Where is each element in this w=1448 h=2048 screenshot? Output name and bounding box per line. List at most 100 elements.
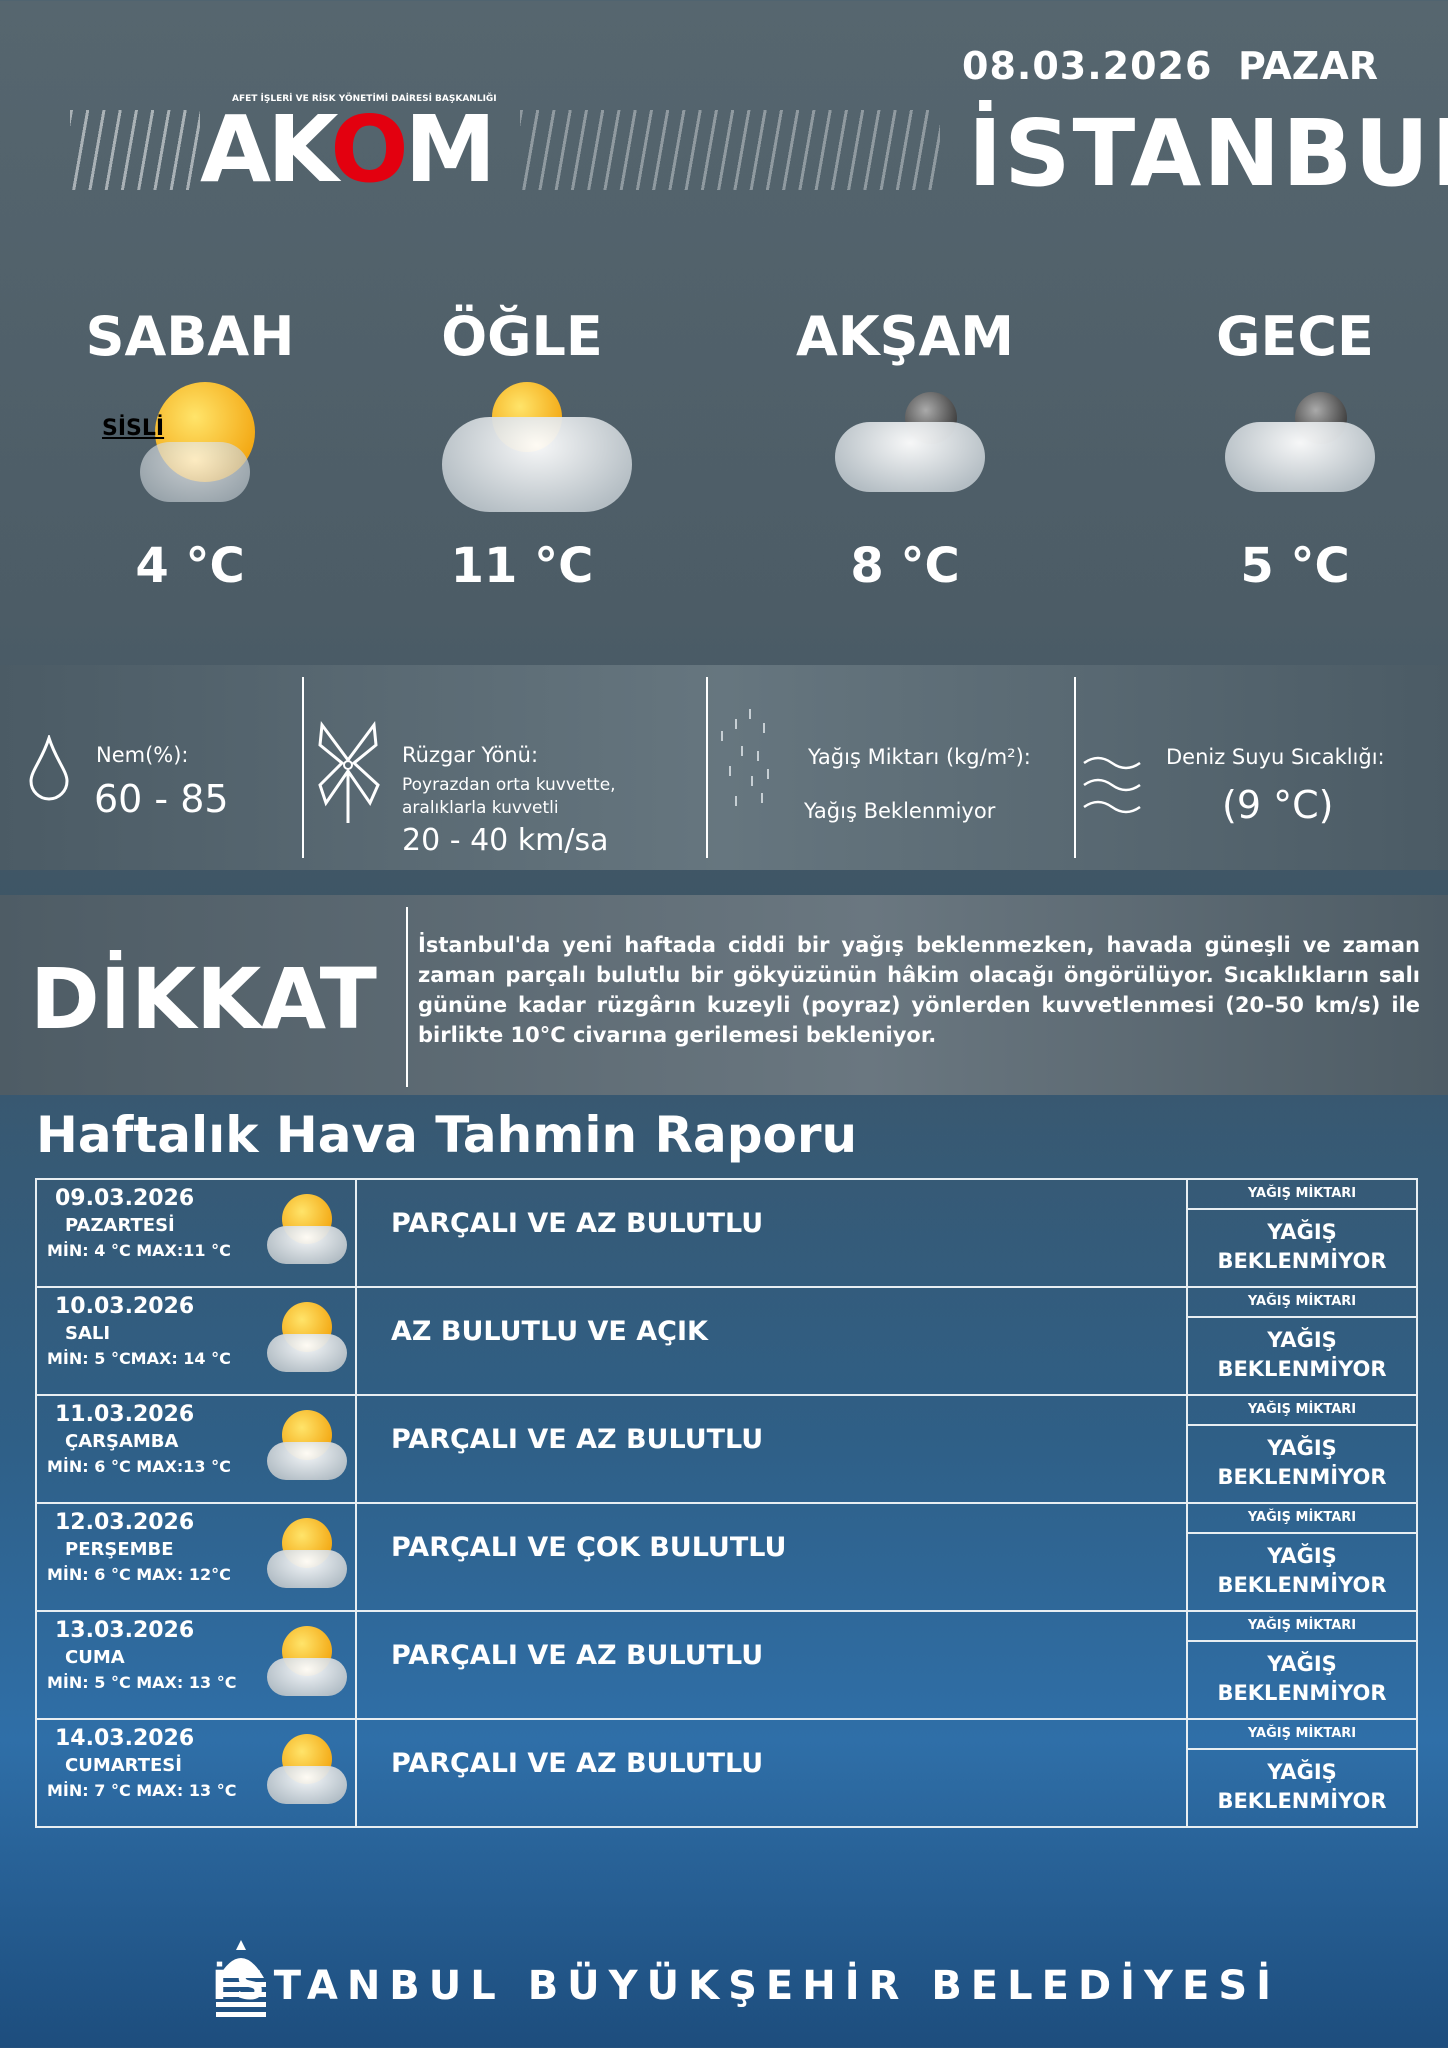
sun-cloud-icon — [262, 1194, 352, 1274]
humidity-label: Nem(%): — [96, 743, 189, 767]
wind-desc: aralıklarla kuvvetli — [402, 798, 559, 818]
sun-cloud-icon — [262, 1302, 352, 1382]
sea-waves-icon — [1083, 756, 1141, 814]
warning-panel — [0, 895, 1448, 1095]
forecast-date: 14.03.2026 — [55, 1726, 195, 1751]
forecast-date: 11.03.2026 — [55, 1402, 195, 1427]
rain-value-line: YAĞIŞ — [1267, 1220, 1337, 1244]
forecast-minmax: MİN: 6 °C MAX: 12°C — [47, 1565, 231, 1584]
forecast-row: 12.03.2026 PERŞEMBE MİN: 6 °C MAX: 12°C PAR… — [35, 1502, 1418, 1612]
rain-value-line: YAĞIŞ — [1267, 1760, 1337, 1784]
forecast-desc: PARÇALI VE AZ BULUTLU — [355, 1718, 1188, 1828]
forecast-row: 14.03.2026 CUMARTESİ MİN: 7 °C MAX: 13 °C P… — [35, 1718, 1418, 1828]
logo-subtitle: AFET İŞLERİ VE RİSK YÖNETİMİ DAİRESİ BAŞ… — [232, 94, 497, 104]
fog-note: SİSLİ — [102, 416, 165, 441]
rain-value: YAĞIŞ BEKLENMİYOR — [1188, 1534, 1416, 1600]
period-temp: 11 °C — [450, 538, 594, 594]
city-title: İSTANBUL — [968, 100, 1448, 207]
rain-value-line: BEKLENMİYOR — [1217, 1573, 1387, 1597]
info-bar: Nem(%): 60 - 85 Rüzgar Yönü: Poyrazdan o… — [0, 665, 1448, 870]
divider — [406, 907, 408, 1087]
logo-stripes — [520, 110, 940, 190]
forecast-minmax: MİN: 6 °C MAX:13 °C — [47, 1457, 231, 1476]
forecast-minmax: MİN: 4 °C MAX:11 °C — [47, 1241, 231, 1260]
forecast-desc: PARÇALI VE AZ BULUTLU — [355, 1610, 1188, 1720]
rain-value: YAĞIŞ BEKLENMİYOR — [1188, 1318, 1416, 1384]
period-temp: 4 °C — [135, 538, 245, 594]
sea-temp-label: Deniz Suyu Sıcaklığı: — [1166, 745, 1385, 769]
rain-header: YAĞIŞ MİKTARI — [1188, 1288, 1416, 1318]
water-drop-icon — [29, 735, 69, 801]
sun-cloud-icon — [262, 1734, 352, 1814]
rain-value: YAĞIŞ BEKLENMİYOR — [1188, 1750, 1416, 1816]
forecast-date: 09.03.2026 — [55, 1186, 195, 1211]
warning-text: İstanbul'da yeni haftada ciddi bir yağış… — [418, 933, 1420, 1047]
forecast-day: CUMARTESİ — [65, 1755, 182, 1776]
period-name: SABAH — [85, 305, 295, 368]
day-name: PAZAR — [1238, 44, 1378, 88]
period-temp: 8 °C — [850, 538, 960, 594]
wind-speed: 20 - 40 km/sa — [402, 823, 609, 858]
period-0: SABAH SİSLİ 4 °C — [60, 305, 320, 594]
rain-value-line: BEKLENMİYOR — [1217, 1357, 1387, 1381]
sun-cloud-icon — [262, 1410, 352, 1490]
forecast-row: 13.03.2026 CUMA MİN: 5 °C MAX: 13 °C PARÇAL… — [35, 1610, 1418, 1720]
wind-desc: Poyrazdan orta kuvvette, — [402, 775, 616, 795]
forecast-minmax: MİN: 7 °C MAX: 13 °C — [47, 1781, 237, 1800]
rain-value-line: YAĞIŞ — [1267, 1544, 1337, 1568]
rain-header: YAĞIŞ MİKTARI — [1188, 1612, 1416, 1642]
date: 08.03.2026 — [962, 44, 1213, 88]
forecast-day: PAZARTESİ — [65, 1215, 175, 1236]
sun-cloud-icon — [262, 1626, 352, 1706]
period-name: ÖĞLE — [441, 305, 603, 368]
moon-cloud-icon — [1185, 382, 1405, 522]
divider — [706, 677, 708, 858]
moon-cloud-icon — [795, 382, 1015, 522]
forecast-row: 10.03.2026 SALI MİN: 5 °CMAX: 14 °C AZ BULU… — [35, 1286, 1418, 1396]
forecast-day: PERŞEMBE — [65, 1539, 174, 1560]
warning-title: DİKKAT — [30, 950, 377, 1048]
sun-fog-icon: SİSLİ — [80, 382, 300, 522]
divider — [1074, 677, 1076, 858]
sea-temp-value: (9 °C) — [1222, 783, 1334, 827]
forecast-minmax: MİN: 5 °CMAX: 14 °C — [47, 1349, 231, 1368]
weekly-title: Haftalık Hava Tahmin Raporu — [36, 1106, 858, 1164]
rain-value-line: BEKLENMİYOR — [1217, 1249, 1387, 1273]
forecast-date: 12.03.2026 — [55, 1510, 195, 1535]
rain-value: YAĞIŞ BEKLENMİYOR — [1188, 1210, 1416, 1276]
rain-value-line: BEKLENMİYOR — [1217, 1465, 1387, 1489]
rain-value-line: BEKLENMİYOR — [1217, 1789, 1387, 1813]
sun-cloud-icon — [262, 1518, 352, 1598]
period-3: GECE 5 °C — [1165, 305, 1425, 594]
forecast-minmax: MİN: 5 °C MAX: 13 °C — [47, 1673, 237, 1692]
wind-label: Rüzgar Yönü: — [402, 743, 539, 767]
period-2: AKŞAM 8 °C — [775, 305, 1035, 594]
forecast-row: 11.03.2026 ÇARŞAMBA MİN: 6 °C MAX:13 °C PAR… — [35, 1394, 1418, 1504]
logo-stripes — [70, 110, 200, 190]
sun-cloud-icon — [412, 382, 632, 522]
rain-value-line: YAĞIŞ — [1267, 1652, 1337, 1676]
rain-header: YAĞIŞ MİKTARI — [1188, 1180, 1416, 1210]
rain-label: Yağış Miktarı (kg/m²): — [808, 745, 1031, 769]
period-temp: 5 °C — [1240, 538, 1350, 594]
forecast-day: SALI — [65, 1323, 111, 1344]
forecast-desc: PARÇALI VE AZ BULUTLU — [355, 1178, 1188, 1288]
rain-drops-icon — [721, 709, 769, 806]
pinwheel-icon — [318, 720, 380, 823]
akom-logo: AKOM — [200, 96, 496, 203]
divider — [302, 677, 304, 858]
rain-value: YAĞIŞ BEKLENMİYOR — [1188, 1642, 1416, 1708]
period-name: GECE — [1216, 305, 1374, 368]
weekly-forecast-table: 09.03.2026 PAZARTESİ MİN: 4 °C MAX:11 °C PA… — [35, 1178, 1418, 1828]
humidity-value: 60 - 85 — [94, 777, 229, 821]
period-name: AKŞAM — [795, 305, 1015, 368]
footer-title: İSTANBUL BÜYÜKŞEHİR BELEDİYESİ — [212, 1963, 1281, 2009]
forecast-day: ÇARŞAMBA — [65, 1431, 179, 1452]
rain-value-line: BEKLENMİYOR — [1217, 1681, 1387, 1705]
forecast-date: 13.03.2026 — [55, 1618, 195, 1643]
period-1: ÖĞLE 11 °C — [392, 305, 652, 594]
forecast-desc: PARÇALI VE AZ BULUTLU — [355, 1394, 1188, 1504]
rain-header: YAĞIŞ MİKTARI — [1188, 1720, 1416, 1750]
rain-value: YAĞIŞ BEKLENMİYOR — [1188, 1426, 1416, 1492]
ibb-logo-icon — [216, 1940, 266, 2017]
